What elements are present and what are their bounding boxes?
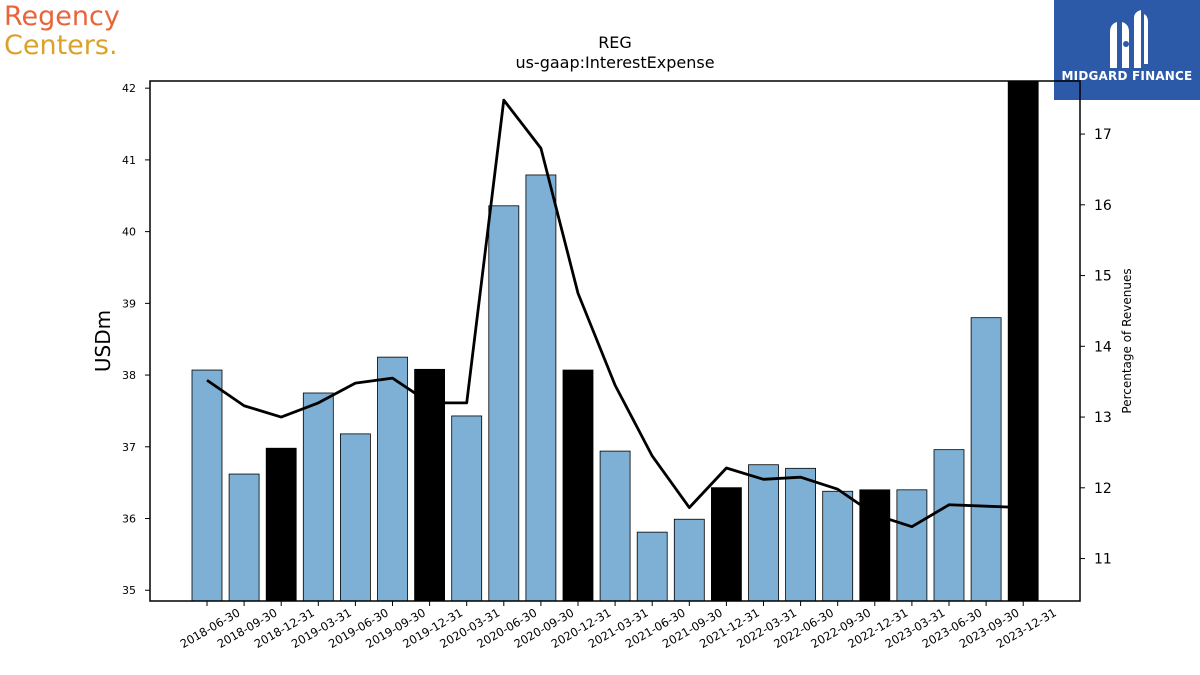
bar-2019-12-31 (414, 368, 446, 602)
y-tick-label: 37 (122, 441, 136, 454)
y-tick-label: 39 (122, 297, 136, 310)
bar-2018-09-30 (228, 473, 260, 602)
logo-line-1: Regency (4, 1, 120, 32)
y-axis-label: USDm (91, 310, 115, 372)
y2-tick-label: 11 (1094, 552, 1112, 568)
bar-2022-06-30 (785, 467, 816, 602)
bar-2023-12-31 (1007, 80, 1039, 602)
logo-line-2: Centers. (4, 30, 118, 61)
bar-series (191, 80, 1039, 602)
midgard-finance-logo: MIDGARD FINANCE (1054, 0, 1200, 100)
y2-tick-label: 14 (1094, 339, 1112, 355)
y2-axis-label: Percentage of Revenues (1120, 268, 1134, 413)
line-series (206, 98, 1024, 529)
y2-tick-label: 12 (1094, 481, 1112, 497)
revenue-percentage-line (206, 98, 1024, 529)
bar-2021-12-31 (711, 487, 742, 602)
bar-2021-09-30 (673, 518, 705, 602)
y-tick-label: 35 (122, 584, 136, 597)
bar-2022-09-30 (822, 490, 854, 602)
bar-2023-06-30 (933, 449, 965, 602)
bar-2018-12-31 (265, 447, 297, 602)
y2-tick-label: 13 (1094, 410, 1112, 426)
y-tick-label: 41 (122, 154, 136, 167)
regency-centers-logo: Regency Centers. (4, 2, 120, 60)
left-axis: 35 36 37 38 39 40 41 42 (122, 82, 150, 597)
bar-2023-09-30 (970, 317, 1002, 602)
bar-2020-12-31 (562, 369, 594, 602)
chart-subtitle: us-gaap:InterestExpense (515, 53, 714, 72)
bar-2023-03-31 (896, 489, 928, 602)
y-tick-label: 40 (122, 226, 136, 239)
chart-title: REG (598, 33, 632, 52)
x-axis: 2018-06-302018-09-302018-12-312019-03-31… (178, 601, 1059, 651)
y2-tick-label: 16 (1094, 198, 1112, 214)
bar-2018-06-30 (191, 369, 223, 602)
bar-2020-09-30 (525, 174, 557, 602)
midgard-logo-text: MIDGARD FINANCE (1061, 69, 1193, 83)
bar-2019-03-31 (302, 392, 334, 602)
midgard-logo-icon (1110, 10, 1148, 68)
bar-2021-06-30 (636, 531, 668, 602)
bar-2020-03-31 (451, 415, 483, 602)
bar-2020-06-30 (488, 205, 520, 602)
bar-2019-06-30 (339, 433, 371, 602)
right-axis: 11 12 13 14 15 16 17 (1080, 127, 1112, 568)
bar-2021-03-31 (599, 450, 631, 602)
bar-2019-09-30 (377, 356, 408, 602)
y2-tick-label: 15 (1094, 269, 1112, 285)
bar-2022-03-31 (748, 464, 779, 602)
y-tick-label: 42 (122, 82, 136, 95)
y2-tick-label: 17 (1094, 127, 1112, 143)
y-tick-label: 38 (122, 369, 136, 382)
y-tick-label: 36 (122, 513, 136, 526)
